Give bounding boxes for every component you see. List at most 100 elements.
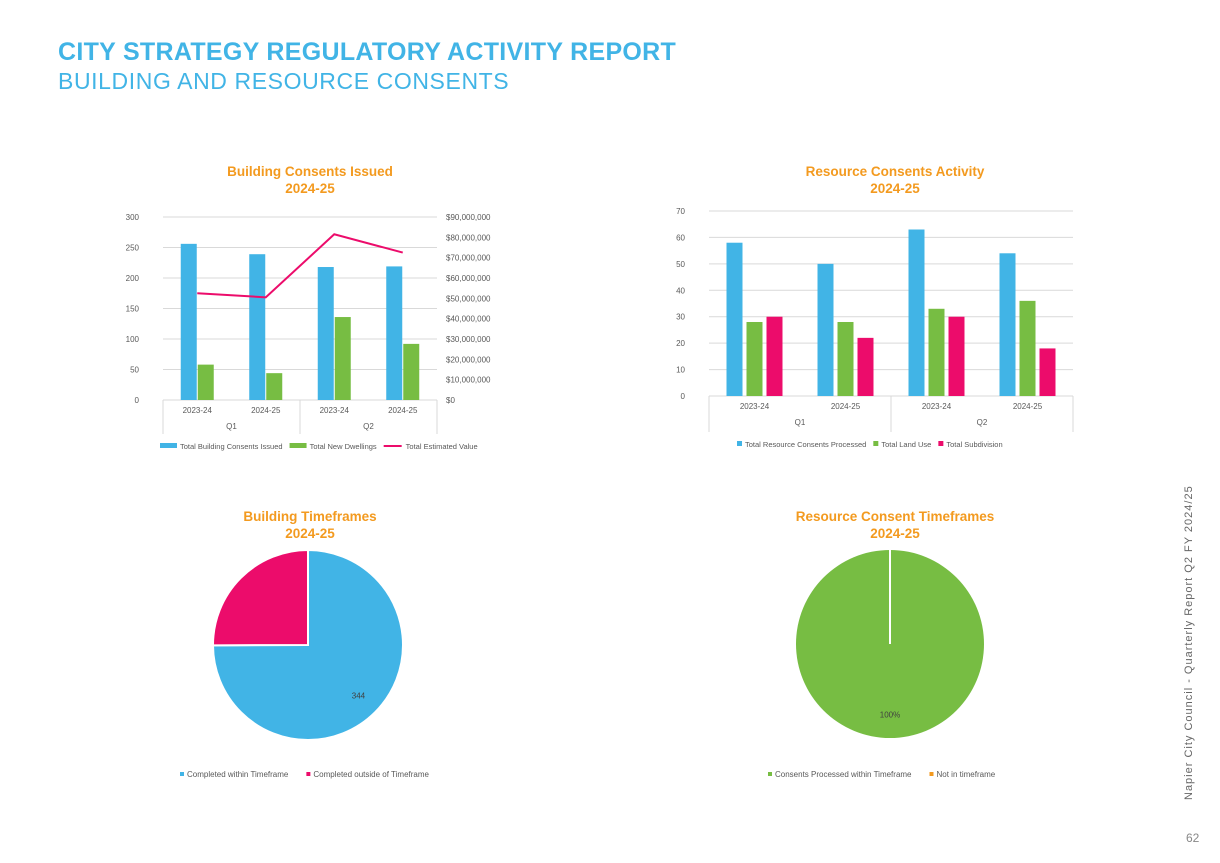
bar <box>948 316 965 396</box>
bar <box>249 254 266 400</box>
legend-label: Consents Processed within Timeframe <box>775 770 912 779</box>
y2-tick-label: $0 <box>446 396 455 405</box>
chart-title-line1: Building Timeframes <box>243 509 377 524</box>
y2-tick-label: $40,000,000 <box>446 315 491 324</box>
building-timeframes-title: Building Timeframes 2024-25 <box>160 508 460 542</box>
y-tick-label: 200 <box>126 274 140 283</box>
legend-swatch <box>873 441 879 446</box>
legend-label: Total Building Consents Issued <box>180 442 283 451</box>
group-label: Q2 <box>977 418 988 427</box>
bar <box>266 373 283 400</box>
resource-consents-title: Resource Consents Activity 2024-25 <box>745 163 1045 197</box>
y2-tick-label: $50,000,000 <box>446 294 491 303</box>
y2-tick-label: $60,000,000 <box>446 274 491 283</box>
slice-label: 100% <box>880 711 900 720</box>
y-tick-label: 20 <box>676 339 685 348</box>
bar <box>1039 348 1056 396</box>
y-tick-label: 60 <box>676 233 685 242</box>
x-tick-label: 2023-24 <box>922 402 952 411</box>
y-tick-label: 300 <box>126 213 140 222</box>
bar <box>197 364 214 400</box>
building-consents-title: Building Consents Issued 2024-25 <box>160 163 460 197</box>
bar <box>403 343 420 400</box>
legend-swatch <box>306 772 311 776</box>
side-footer-text: Napier City Council - Quarterly Report Q… <box>1183 485 1195 800</box>
y-tick-label: 40 <box>676 286 685 295</box>
y-tick-label: 10 <box>676 366 685 375</box>
bar <box>180 243 197 400</box>
legend-swatch <box>160 443 177 448</box>
bar <box>837 322 854 396</box>
x-tick-label: 2023-24 <box>183 406 213 415</box>
chart-title-line2: 2024-25 <box>870 181 920 196</box>
legend-swatch <box>180 772 184 776</box>
y-tick-label: 0 <box>135 396 140 405</box>
y2-tick-label: $90,000,000 <box>446 213 491 222</box>
report-title: CITY STRATEGY REGULATORY ACTIVITY REPORT <box>58 38 677 66</box>
bar <box>928 308 945 396</box>
y-tick-label: 100 <box>126 335 140 344</box>
y-tick-label: 30 <box>676 313 685 322</box>
group-label: Q1 <box>795 418 806 427</box>
y-tick-label: 150 <box>126 305 140 314</box>
pie-slice <box>211 548 404 741</box>
bar <box>817 263 834 396</box>
group-label: Q1 <box>226 422 237 431</box>
y2-tick-label: $30,000,000 <box>446 335 491 344</box>
legend-swatch <box>737 441 742 446</box>
chart-title-line1: Building Consents Issued <box>227 164 393 179</box>
bar <box>908 229 925 396</box>
legend-label: Total Resource Consents Processed <box>745 440 866 449</box>
y2-tick-label: $80,000,000 <box>446 233 491 242</box>
legend-swatch <box>929 772 934 776</box>
bar <box>999 253 1016 396</box>
y2-tick-label: $20,000,000 <box>446 355 491 364</box>
legend-swatch <box>768 772 772 776</box>
bar <box>726 242 743 396</box>
bar <box>746 322 763 396</box>
bar <box>857 337 874 396</box>
y-tick-label: 250 <box>126 244 140 253</box>
chart-title-line2: 2024-25 <box>285 526 335 541</box>
y-tick-label: 0 <box>681 392 686 401</box>
bar <box>334 317 351 400</box>
legend-swatch <box>938 441 944 446</box>
x-tick-label: 2024-25 <box>831 402 861 411</box>
bar <box>386 266 403 400</box>
legend-label: Not in timeframe <box>937 770 996 779</box>
legend-swatch <box>289 443 307 448</box>
y2-tick-label: $70,000,000 <box>446 254 491 263</box>
y2-tick-label: $10,000,000 <box>446 376 491 385</box>
y-tick-label: 50 <box>676 260 685 269</box>
x-tick-label: 2024-25 <box>1013 402 1043 411</box>
legend-label: Total Estimated Value <box>406 442 478 451</box>
x-tick-label: 2023-24 <box>740 402 770 411</box>
page-number: 62 <box>1186 831 1200 845</box>
value-line <box>197 233 404 299</box>
pie-slice <box>212 548 309 647</box>
chart-title-line2: 2024-25 <box>870 526 920 541</box>
resource-timeframes-title: Resource Consent Timeframes 2024-25 <box>745 508 1045 542</box>
chart-title-line2: 2024-25 <box>285 181 335 196</box>
bar <box>317 267 334 400</box>
bar <box>1019 300 1036 396</box>
chart-title-line1: Resource Consents Activity <box>805 164 985 179</box>
legend-label: Completed within Timeframe <box>187 770 289 779</box>
y-tick-label: 70 <box>676 207 685 216</box>
x-tick-label: 2023-24 <box>320 406 350 415</box>
legend-label: Total New Dwellings <box>310 442 377 451</box>
slice-label: 344 <box>352 691 366 700</box>
x-tick-label: 2024-25 <box>251 406 281 415</box>
legend-label: Total Subdivision <box>946 440 1002 449</box>
legend-label: Completed outside of Timeframe <box>313 770 429 779</box>
x-tick-label: 2024-25 <box>388 406 418 415</box>
group-label: Q2 <box>363 422 374 431</box>
y-tick-label: 50 <box>130 366 139 375</box>
bar <box>766 316 783 396</box>
report-subtitle: BUILDING AND RESOURCE CONSENTS <box>58 68 510 94</box>
chart-title-line1: Resource Consent Timeframes <box>795 509 995 524</box>
